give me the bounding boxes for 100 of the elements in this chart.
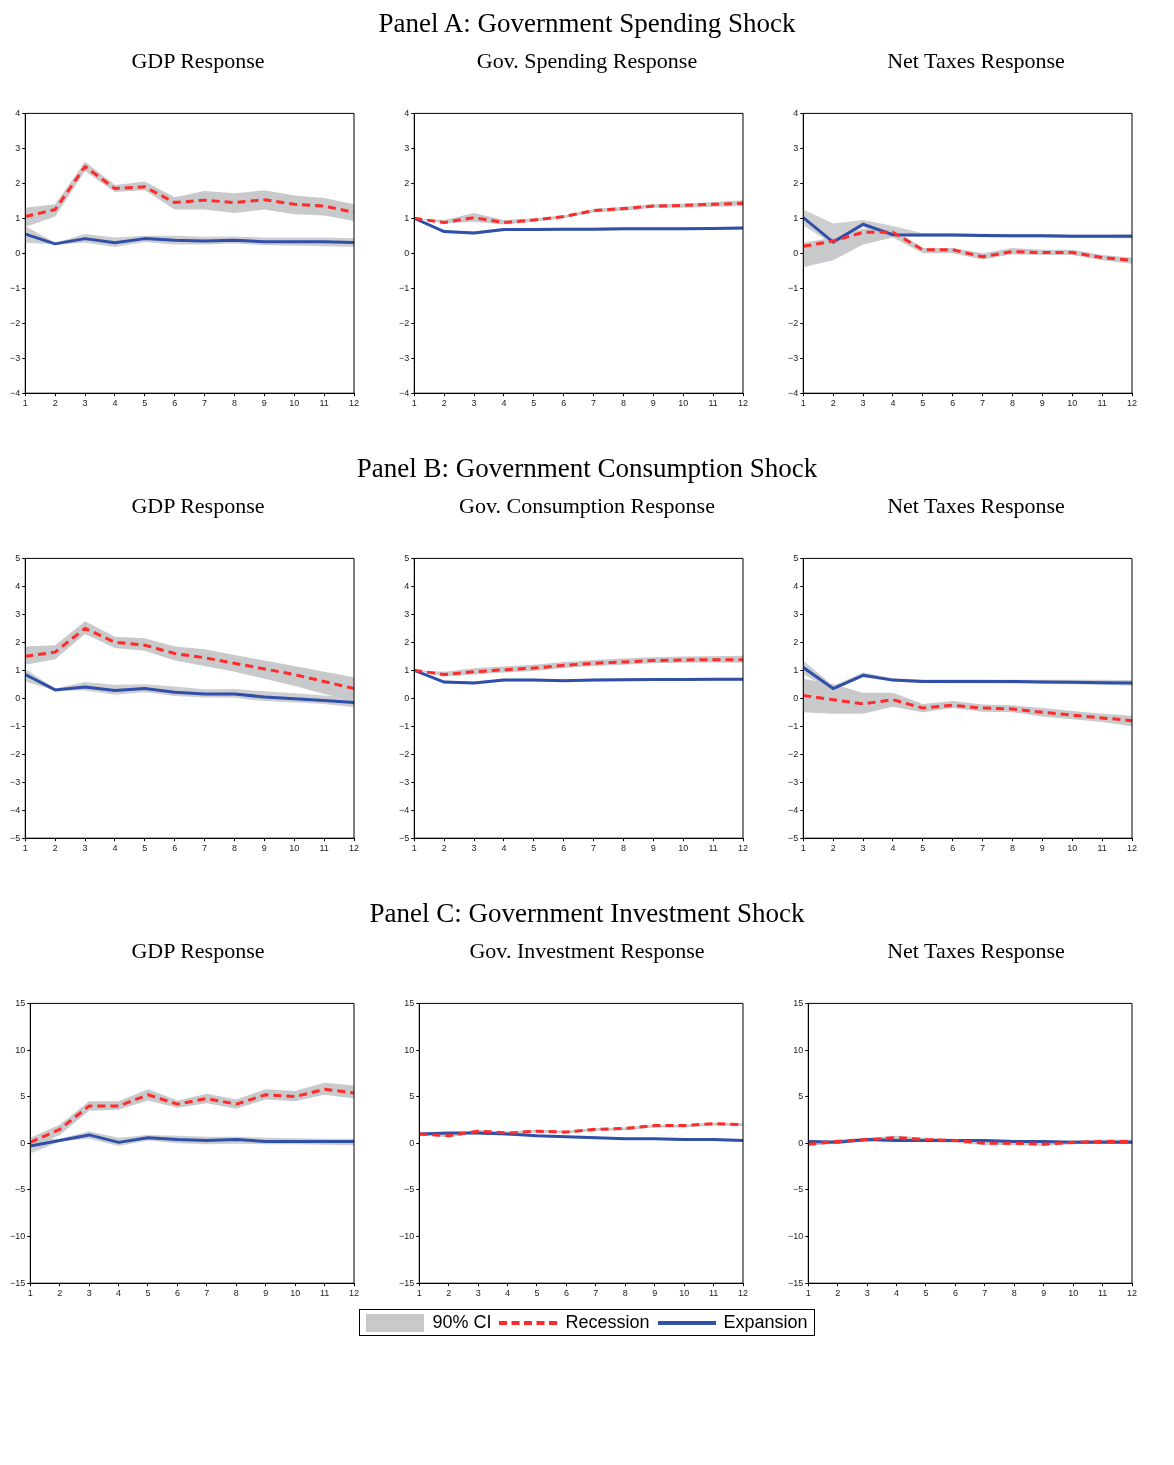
y-tick-label: −1: [788, 282, 799, 293]
x-tick-label: 12: [1126, 398, 1138, 409]
y-tick-label: −3: [788, 352, 799, 363]
x-tick-label: 2: [830, 398, 836, 409]
x-tick-label: 8: [1009, 398, 1015, 409]
y-tick-label: 5: [20, 1091, 26, 1102]
y-tick-label: 5: [798, 1091, 804, 1102]
y-tick-label: 3: [793, 142, 799, 153]
y-tick-label: 2: [404, 636, 410, 647]
y-tick-label: 2: [15, 177, 21, 188]
x-tick-label: 2: [446, 1288, 452, 1299]
x-tick-label: 11: [319, 398, 329, 409]
y-tick-label: 1: [793, 212, 799, 223]
x-tick-label: 3: [860, 398, 866, 409]
y-tick-label: −4: [788, 387, 799, 398]
x-tick-label: 9: [652, 1288, 658, 1299]
y-tick-label: 4: [404, 580, 410, 591]
chart-title: Net Taxes Response: [886, 938, 1066, 965]
x-tick-label: 8: [231, 843, 237, 854]
y-tick-label: −15: [398, 1277, 415, 1288]
y-tick-label: −10: [398, 1231, 415, 1242]
y-tick-label: 3: [793, 608, 799, 619]
x-tick-label: 5: [531, 843, 537, 854]
y-tick-label: −3: [10, 352, 21, 363]
chart-title: Gov. Investment Response: [468, 938, 706, 965]
y-tick-label: 5: [15, 552, 21, 563]
x-tick-label: 2: [57, 1288, 63, 1299]
x-tick-label: 4: [501, 398, 507, 409]
y-tick-label: 1: [793, 664, 799, 675]
chart-title: Net Taxes Response: [886, 48, 1066, 75]
y-tick-label: 10: [15, 1044, 26, 1055]
x-tick-label: 4: [501, 843, 507, 854]
y-tick-label: 1: [15, 212, 21, 223]
y-tick-label: 0: [20, 1137, 26, 1148]
x-tick-label: 5: [145, 1288, 151, 1299]
y-tick-label: −10: [787, 1231, 804, 1242]
y-tick-label: −1: [399, 282, 410, 293]
x-tick-label: 7: [980, 843, 986, 854]
y-tick-label: 0: [404, 247, 410, 258]
x-tick-label: 9: [263, 1288, 269, 1299]
x-tick-label: 11: [1097, 843, 1107, 854]
x-tick-label: 11: [708, 1288, 719, 1299]
x-tick-label: 11: [708, 398, 718, 409]
y-tick-label: −2: [399, 317, 410, 328]
x-tick-label: 12: [1126, 1288, 1138, 1299]
x-tick-label: 2: [441, 398, 447, 409]
x-tick-label: 9: [650, 843, 656, 854]
x-tick-label: 7: [202, 398, 208, 409]
x-tick-label: 7: [982, 1288, 988, 1299]
x-tick-label: 9: [1039, 843, 1045, 854]
x-tick-label: 10: [290, 1288, 301, 1299]
y-tick-label: −15: [9, 1277, 26, 1288]
chart-title: GDP Response: [130, 48, 266, 75]
x-tick-label: 3: [471, 398, 477, 409]
chart-title: Gov. Spending Response: [475, 48, 699, 75]
x-tick-label: 8: [1009, 843, 1015, 854]
x-tick-label: 2: [835, 1288, 841, 1299]
x-tick-label: 3: [82, 398, 88, 409]
x-tick-label: 4: [505, 1288, 511, 1299]
x-tick-label: 3: [471, 843, 477, 854]
x-tick-label: 1: [27, 1288, 33, 1299]
y-tick-label: 1: [404, 664, 410, 675]
y-tick-label: −15: [787, 1277, 804, 1288]
x-tick-label: 3: [860, 843, 866, 854]
x-tick-label: 11: [1097, 1288, 1108, 1299]
y-tick-label: −4: [399, 804, 410, 815]
y-tick-label: 3: [15, 608, 21, 619]
chart-title: Net Taxes Response: [886, 493, 1066, 520]
x-tick-label: 5: [142, 843, 148, 854]
x-tick-label: 1: [416, 1288, 422, 1299]
y-tick-label: 0: [15, 692, 21, 703]
x-tick-label: 7: [591, 843, 597, 854]
x-tick-label: 10: [678, 843, 689, 854]
y-tick-label: −5: [793, 1184, 804, 1195]
x-tick-label: 9: [261, 398, 267, 409]
x-tick-label: 4: [112, 843, 118, 854]
x-tick-label: 5: [142, 398, 148, 409]
x-tick-label: 11: [1097, 398, 1107, 409]
y-tick-label: 5: [409, 1091, 415, 1102]
y-tick-label: −4: [399, 387, 410, 398]
x-tick-label: 8: [620, 843, 626, 854]
x-tick-label: 3: [82, 843, 88, 854]
legend-label: Expansion: [723, 1312, 808, 1333]
chart-title: GDP Response: [130, 493, 266, 520]
x-tick-label: 10: [289, 843, 300, 854]
y-tick-label: 0: [404, 692, 410, 703]
x-tick-label: 4: [890, 843, 896, 854]
x-tick-label: 10: [678, 398, 689, 409]
y-tick-label: −5: [404, 1184, 415, 1195]
x-tick-label: 12: [737, 1288, 749, 1299]
x-tick-label: 9: [1041, 1288, 1047, 1299]
y-tick-label: −4: [788, 804, 799, 815]
y-tick-label: 2: [404, 177, 410, 188]
y-tick-label: −1: [10, 720, 21, 731]
x-tick-label: 7: [593, 1288, 599, 1299]
x-tick-label: 4: [116, 1288, 122, 1299]
x-tick-label: 10: [1068, 1288, 1079, 1299]
x-tick-label: 12: [737, 843, 749, 854]
x-tick-label: 6: [950, 398, 956, 409]
y-tick-label: 15: [793, 997, 804, 1008]
